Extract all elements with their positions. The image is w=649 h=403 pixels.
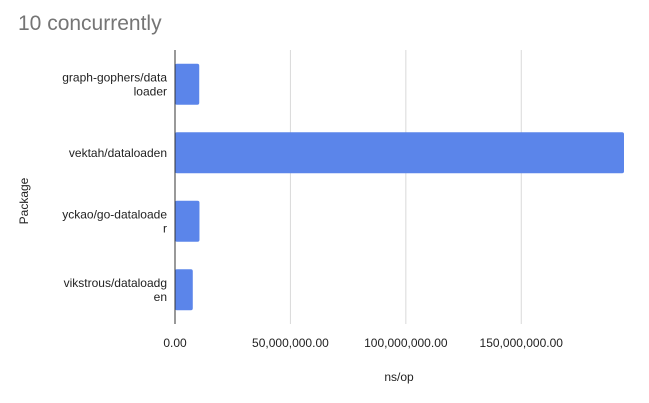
category-label: loader: [134, 84, 167, 98]
x-axis-title: ns/op: [384, 370, 414, 384]
chart-title: 10 concurrently: [18, 12, 162, 35]
x-tick-label: 50,000,000.00: [252, 336, 329, 350]
x-tick-label: 0.00: [163, 336, 187, 350]
bar: [175, 269, 193, 311]
category-label: graph-gophers/data: [62, 70, 167, 84]
bar: [175, 200, 200, 242]
category-label: en: [154, 290, 167, 304]
bar: [175, 63, 200, 105]
category-label: r: [163, 221, 167, 235]
y-axis-title: Package: [17, 177, 31, 224]
category-label: vikstrous/dataloadg: [64, 276, 167, 290]
x-tick-label: 150,000,000.00: [480, 336, 564, 350]
category-label: yckao/go-dataloade: [62, 207, 167, 221]
bar: [175, 132, 624, 174]
category-label: vektah/dataloaden: [69, 146, 167, 160]
x-tick-label: 100,000,000.00: [364, 336, 448, 350]
